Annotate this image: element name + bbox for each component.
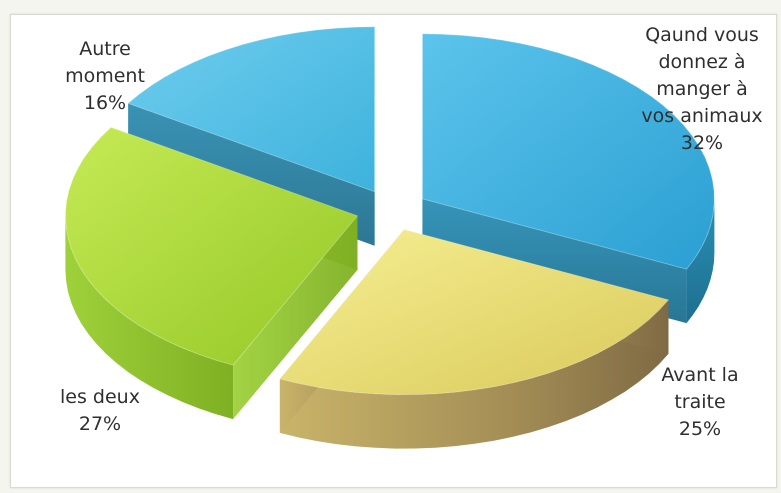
- slice-label-text: les deux: [60, 386, 140, 408]
- slice-label-text: Qaund vous donnez à manger à vos animaux: [641, 24, 763, 127]
- slice-cut-2-0: [233, 215, 358, 420]
- pie-slice-2: [64, 126, 359, 420]
- slice-top-0: [421, 33, 715, 270]
- slice-percent: 27%: [78, 413, 122, 435]
- slice-label-3: Autre moment 16%: [40, 36, 170, 117]
- slice-side-0: [686, 198, 715, 324]
- pie-slice-1: [279, 229, 670, 449]
- slice-top-1: [279, 229, 670, 396]
- slice-side-1: [279, 299, 669, 449]
- slice-label-2: les deux 27%: [30, 384, 170, 438]
- slice-percent: 32%: [680, 132, 724, 154]
- slice-label-0: Qaund vous donnez à manger à vos animaux…: [632, 22, 772, 157]
- slice-label-1: Avant la traite 25%: [630, 362, 770, 443]
- slice-side-2: [65, 215, 234, 420]
- slice-percent: 25%: [678, 418, 722, 440]
- slice-top-3: [127, 26, 376, 193]
- slice-percent: 16%: [83, 92, 127, 114]
- slice-label-text: Avant la traite: [661, 364, 739, 413]
- slice-label-text: Autre moment: [65, 38, 145, 87]
- slice-top-2: [64, 126, 359, 366]
